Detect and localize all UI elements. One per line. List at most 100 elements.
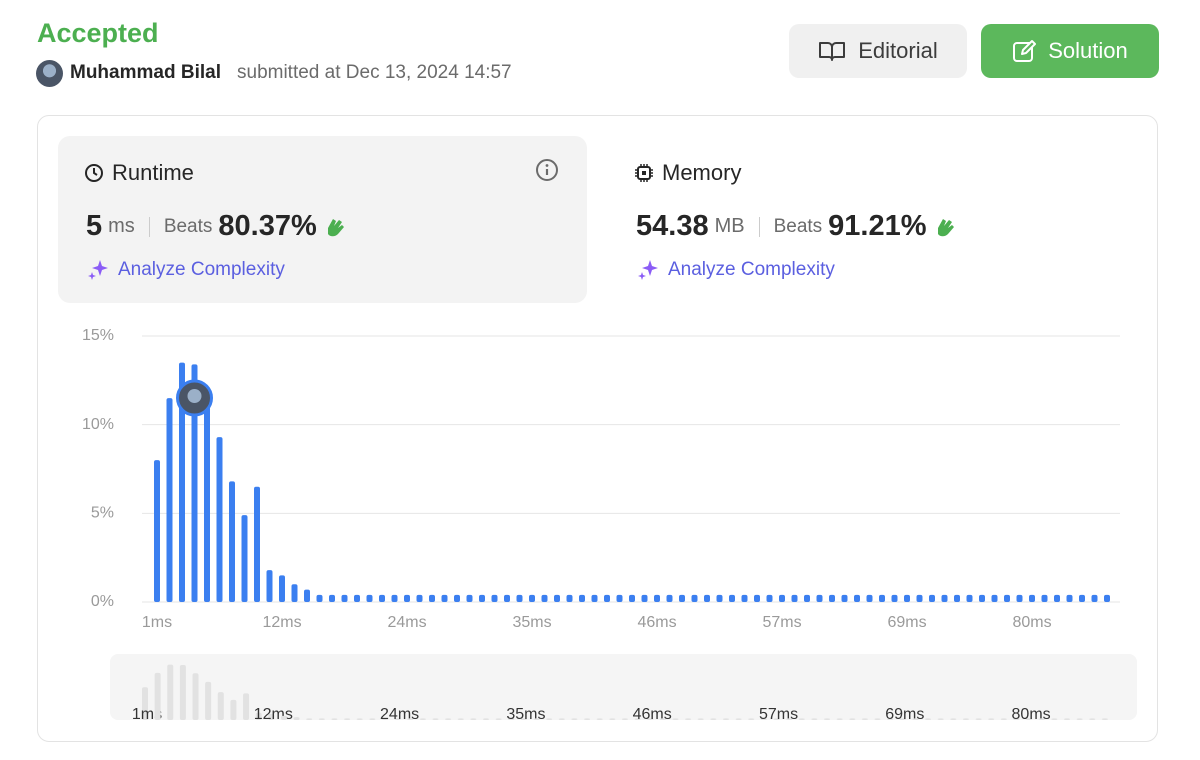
bar: [566, 594, 573, 602]
navigator-bar: [988, 718, 995, 720]
user-name[interactable]: Muhammad Bilal: [70, 62, 221, 83]
bar: [829, 594, 835, 602]
submitted-at: submitted at Dec 13, 2024 14:57: [237, 62, 512, 83]
navigator-bar: [344, 718, 351, 720]
navigator-bar: [1026, 718, 1033, 720]
bar: [779, 594, 785, 602]
bar: [1054, 594, 1060, 602]
navigator-bar: [937, 718, 944, 720]
editorial-button[interactable]: Editorial: [789, 24, 967, 78]
solution-button[interactable]: Solution: [981, 24, 1159, 78]
navigator-bar: [1013, 718, 1020, 720]
bar: [854, 594, 860, 602]
separator: [148, 216, 150, 237]
bar: [966, 594, 973, 602]
info-icon[interactable]: [535, 158, 559, 182]
clock-icon: [85, 164, 103, 182]
navigator-bar: [306, 718, 313, 720]
navigator-bar: [735, 718, 742, 720]
bar: [179, 362, 185, 602]
navigator-bar: [798, 718, 805, 720]
bar: [529, 594, 535, 602]
navigator-bar: [1101, 718, 1108, 720]
navigator-bar: [748, 718, 755, 720]
navigator-bar: [192, 673, 199, 720]
chip-icon: [635, 164, 653, 182]
bar: [266, 570, 273, 602]
navigator-tick-label: 12ms: [254, 706, 293, 723]
clap-icon: [327, 218, 344, 236]
bar: [191, 364, 198, 602]
bar: [1029, 594, 1035, 602]
navigator-bar: [634, 718, 641, 720]
navigator-bar: [621, 718, 628, 720]
bar: [429, 594, 435, 602]
navigator-bar: [508, 718, 515, 720]
runtime-card[interactable]: [58, 136, 587, 303]
memory-beats: 91.21%: [828, 210, 927, 242]
bar: [254, 486, 260, 602]
bar: [1041, 594, 1048, 602]
navigator-bar: [962, 718, 969, 720]
x-tick-label: 57ms: [762, 614, 801, 631]
bar: [441, 594, 448, 602]
navigator-bar: [647, 718, 654, 720]
navigator-bar: [167, 664, 174, 720]
navigator-bar: [874, 718, 881, 720]
x-tick-label: 24ms: [387, 614, 426, 631]
avatar: [36, 60, 63, 87]
bar: [616, 594, 623, 602]
navigator-bar: [1038, 718, 1045, 720]
sparkle-icon: [638, 260, 658, 280]
navigator-bar: [710, 718, 717, 720]
bar: [229, 481, 235, 602]
navigator-bar: [1063, 718, 1070, 720]
runtime-analyze[interactable]: Analyze Complexity: [86, 258, 285, 282]
navigator-bar: [722, 718, 729, 720]
bar: [316, 594, 323, 602]
navigator-bar: [811, 718, 818, 720]
bar: [166, 398, 173, 602]
bar: [591, 594, 598, 602]
beats-label: Beats: [163, 215, 213, 237]
bar: [491, 594, 498, 602]
bar: [391, 594, 398, 602]
beats-label: Beats: [773, 215, 823, 237]
bar: [1079, 594, 1085, 602]
navigator-bar: [672, 718, 679, 720]
navigator-bar: [887, 718, 894, 720]
y-tick-label: 10%: [82, 416, 114, 433]
navigator-bar: [571, 718, 578, 720]
navigator-bar: [773, 718, 780, 720]
navigator-bar: [1051, 718, 1058, 720]
bar: [329, 594, 335, 602]
navigator-bar: [381, 718, 388, 720]
bar: [816, 594, 823, 602]
clap-icon: [937, 218, 954, 236]
navigator-bar: [950, 718, 957, 720]
book-icon: [819, 42, 846, 61]
navigator-bar: [394, 718, 401, 720]
memory-row: 54.38 MB Beats 91.21%: [636, 210, 959, 243]
bar: [954, 594, 960, 602]
bar: [804, 594, 810, 602]
navigator-bar: [609, 718, 616, 720]
navigator-tick-label: 46ms: [633, 706, 672, 723]
navigator-bar: [697, 718, 704, 720]
bar: [154, 460, 160, 602]
bar: [291, 584, 298, 602]
navigator-bar: [760, 718, 767, 720]
navigator-bar: [685, 718, 692, 720]
y-tick-label: 5%: [91, 505, 114, 522]
bar: [704, 594, 710, 602]
navigator-bar: [584, 718, 591, 720]
bar: [604, 594, 610, 602]
bar: [504, 594, 510, 602]
navigator-bar: [255, 712, 262, 720]
bar: [354, 594, 360, 602]
range-navigator[interactable]: [110, 654, 1137, 720]
navigator-bar: [596, 718, 603, 720]
navigator-bar: [1076, 718, 1083, 720]
memory-analyze[interactable]: Analyze Complexity: [636, 258, 835, 282]
navigator-bar: [142, 687, 148, 720]
